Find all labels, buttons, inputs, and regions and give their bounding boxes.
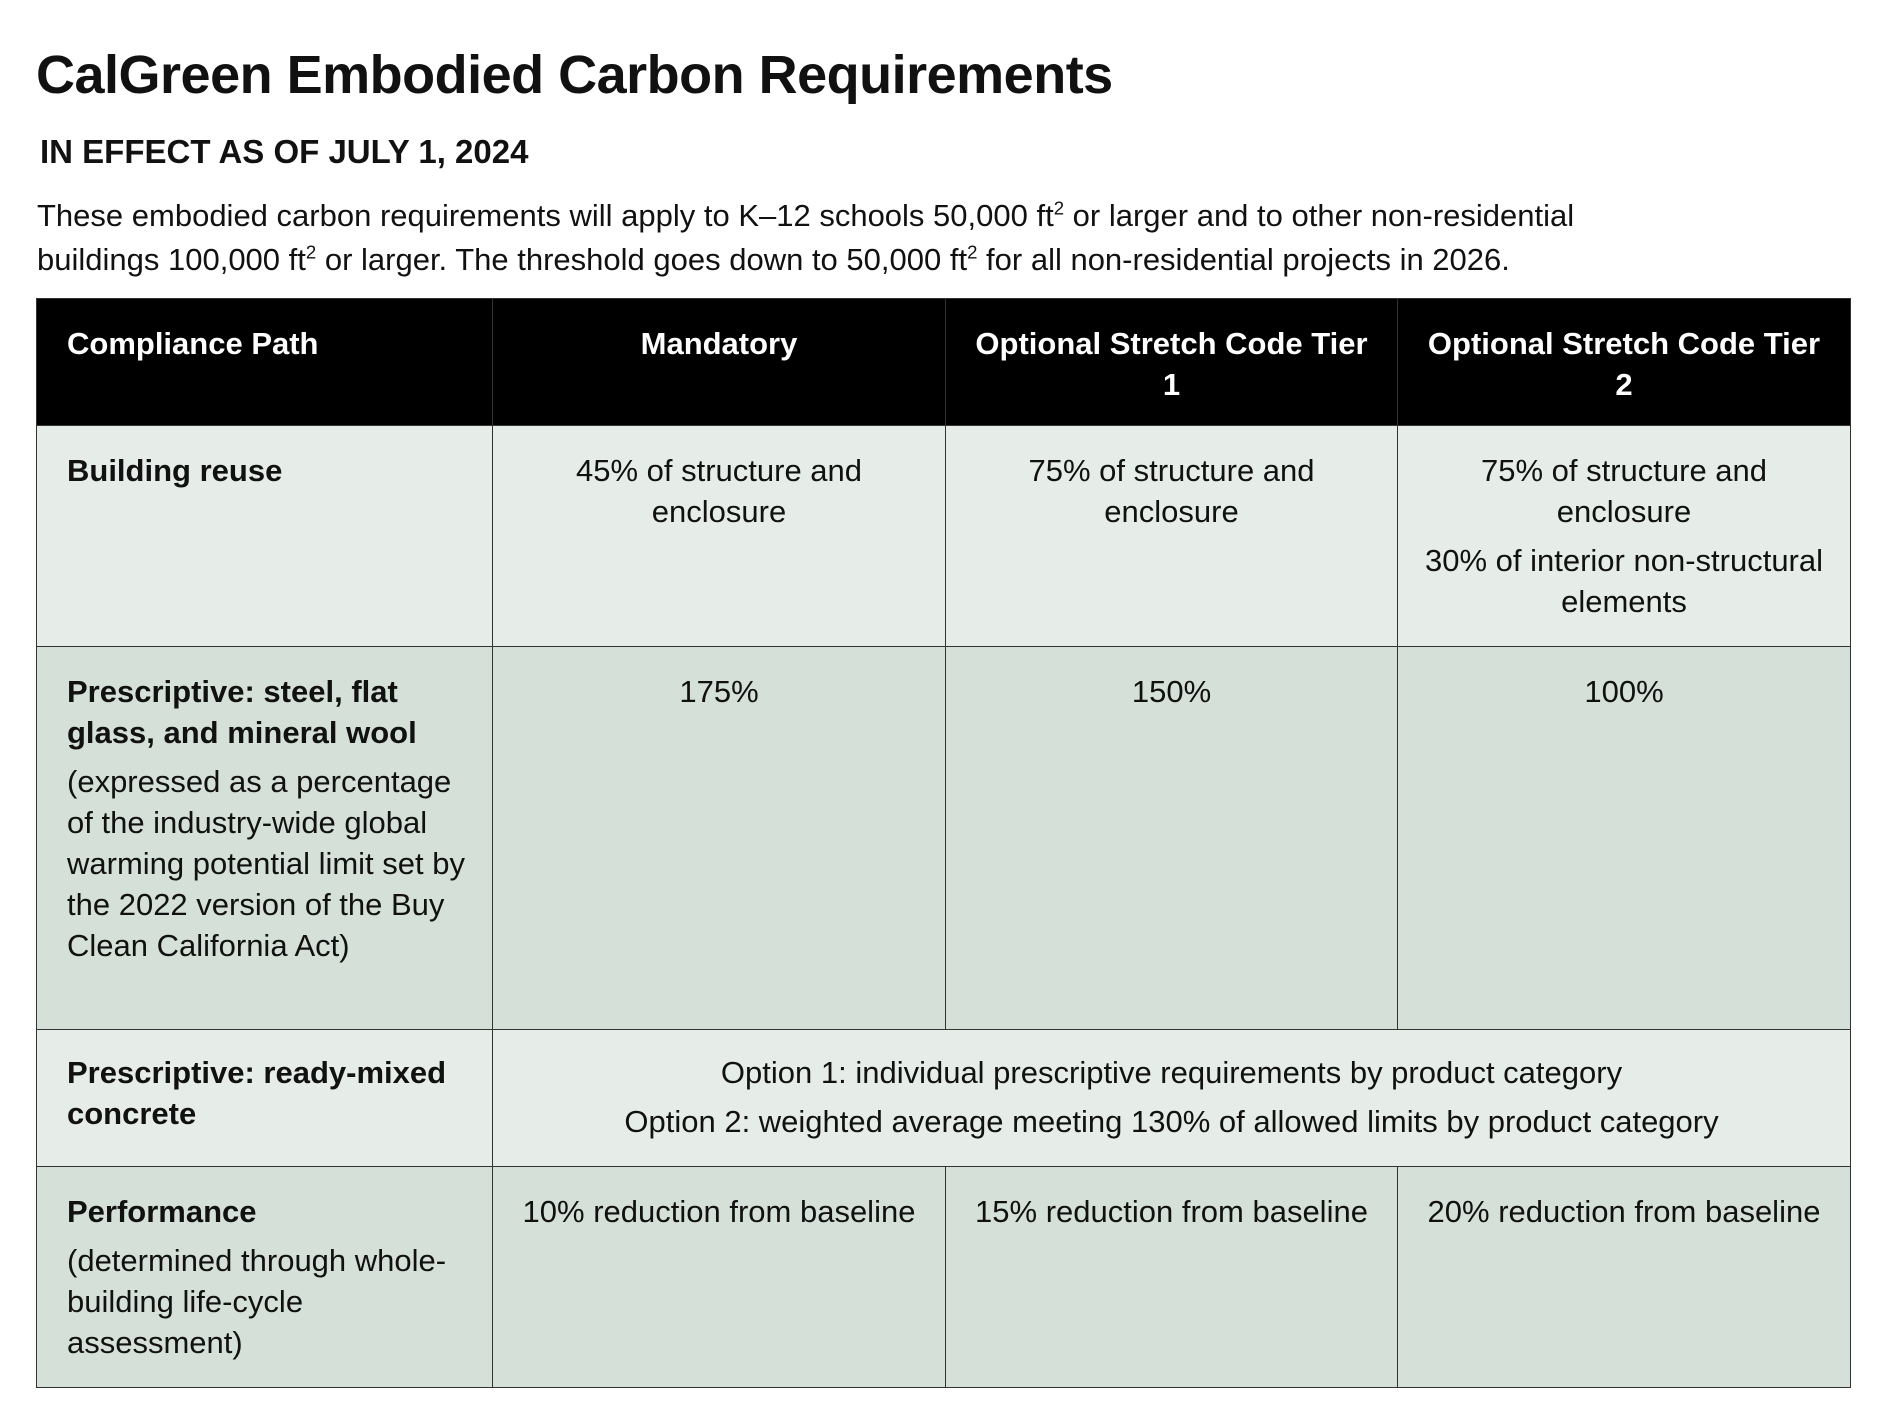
row-note: (expressed as a percentage of the indust…: [67, 764, 465, 963]
cell-text: 45% of structure and enclosure: [575, 453, 863, 529]
table-row-prescriptive-steel: Prescriptive: steel, flat glass, and min…: [36, 646, 1851, 1030]
cell-tier-1: 75% of structure and enclosure: [945, 425, 1398, 647]
superscript: 2: [305, 241, 317, 263]
cell-text: 175%: [679, 674, 759, 709]
row-label: Prescriptive: ready-mixed concrete: [67, 1055, 447, 1131]
table-row-prescriptive-concrete: Prescriptive: ready-mixed concrete Optio…: [36, 1029, 1851, 1167]
page-title: CalGreen Embodied Carbon Requirements: [36, 45, 1113, 105]
cell-text: 20% reduction from baseline: [1427, 1194, 1821, 1229]
row-label-cell: Prescriptive: steel, flat glass, and min…: [36, 646, 493, 1030]
row-note: (determined through whole-building life-…: [67, 1243, 447, 1360]
intro-text: or larger and to other non-residential: [1064, 198, 1575, 233]
cell-text: 75% of structure and enclosure: [1028, 453, 1315, 529]
cell-tier-1: 15% reduction from baseline: [945, 1166, 1398, 1388]
intro-text: These embodied carbon requirements will …: [37, 198, 1054, 233]
row-label-cell: Building reuse: [36, 425, 493, 647]
intro-text: or larger. The threshold goes down to 50…: [316, 242, 968, 277]
header-mandatory: Mandatory: [492, 298, 946, 426]
cell-mandatory: 175%: [492, 646, 946, 1030]
header-tier-1: Optional Stretch Code Tier 1: [945, 298, 1398, 426]
superscript: 2: [1053, 197, 1065, 219]
row-label: Prescriptive: steel, flat glass, and min…: [67, 674, 417, 750]
cell-text: 75% of structure and enclosure: [1480, 453, 1768, 529]
intro-text: buildings 100,000 ft: [37, 242, 306, 277]
option-1-text: Option 1: individual prescriptive requir…: [720, 1055, 1623, 1090]
cell-text: 10% reduction from baseline: [522, 1194, 916, 1229]
requirements-table: Compliance Path Mandatory Optional Stret…: [36, 298, 1851, 1388]
table-row-performance: Performance (determined through whole-bui…: [36, 1166, 1851, 1388]
cell-text: 15% reduction from baseline: [975, 1194, 1368, 1229]
row-label-cell: Performance (determined through whole-bui…: [36, 1166, 493, 1388]
header-compliance-path: Compliance Path: [36, 298, 493, 426]
merged-cell-options: Option 1: individual prescriptive requir…: [492, 1029, 1851, 1167]
intro-paragraph: These embodied carbon requirements will …: [37, 194, 1837, 282]
cell-tier-1: 150%: [945, 646, 1398, 1030]
option-2-text: Option 2: weighted average meeting 130% …: [624, 1104, 1719, 1139]
cell-tier-2: 100%: [1397, 646, 1851, 1030]
cell-text: 150%: [1131, 674, 1212, 709]
header-row: Compliance Path Mandatory Optional Stret…: [36, 298, 1851, 426]
header-tier-2: Optional Stretch Code Tier 2: [1397, 298, 1851, 426]
row-label: Performance: [67, 1194, 257, 1229]
row-label-cell: Prescriptive: ready-mixed concrete: [36, 1029, 493, 1167]
cell-text: 30% of interior non-structural elements: [1424, 543, 1824, 619]
cell-tier-2: 20% reduction from baseline: [1397, 1166, 1851, 1388]
row-label: Building reuse: [67, 453, 283, 488]
cell-text: 100%: [1584, 674, 1664, 709]
cell-mandatory: 10% reduction from baseline: [492, 1166, 946, 1388]
intro-text: for all non-residential projects in 2026…: [977, 242, 1510, 277]
cell-tier-2: 75% of structure and enclosure 30% of int…: [1397, 425, 1851, 647]
effective-date-subtitle: IN EFFECT AS OF JULY 1, 2024: [40, 133, 529, 170]
cell-mandatory: 45% of structure and enclosure: [492, 425, 946, 647]
superscript: 2: [967, 241, 978, 263]
table-row-building-reuse: Building reuse 45% of structure and encl…: [36, 425, 1851, 647]
